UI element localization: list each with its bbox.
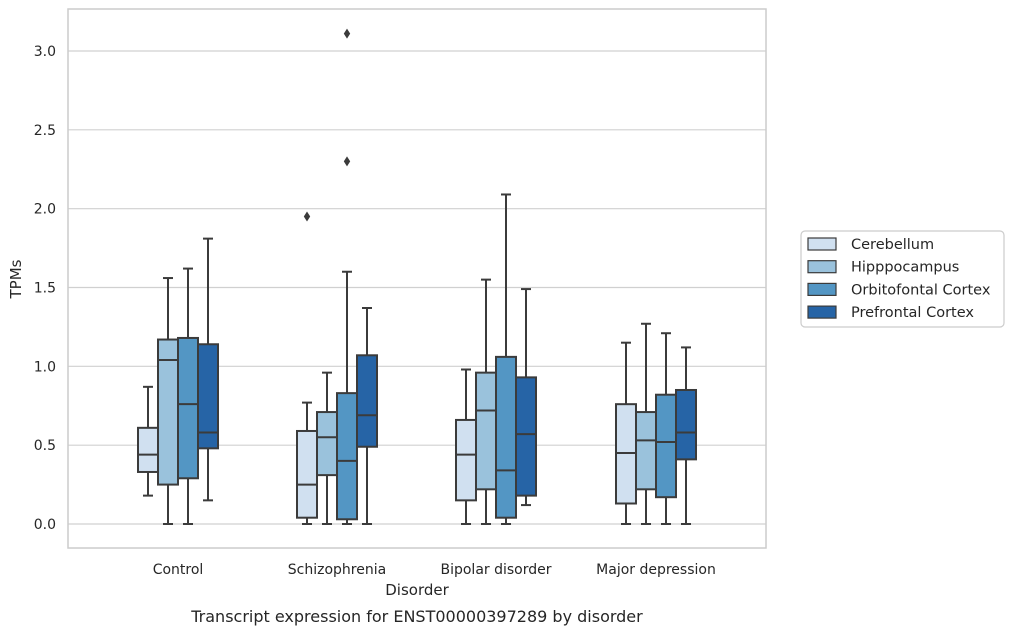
box-iqr	[336, 392, 358, 521]
y-tick-label: 1.0	[34, 359, 56, 375]
legend-entry-label: Orbitofontal Cortex	[851, 282, 991, 298]
box-iqr	[515, 376, 537, 497]
chart-caption: Transcript expression for ENST0000039728…	[190, 607, 643, 626]
legend-swatch	[807, 305, 837, 319]
box-0-3	[615, 341, 637, 525]
legend-entry-label: Prefrontal Cortex	[851, 305, 974, 321]
box-iqr	[655, 393, 677, 499]
legend: Cerebellum Hipppocampus Orbitofontal Corte…	[800, 230, 1005, 328]
box-0-1	[296, 211, 318, 525]
x-tick-label: Major depression	[596, 562, 716, 578]
box-iqr	[316, 411, 338, 477]
box-2-1	[336, 28, 358, 525]
box-iqr	[137, 426, 159, 473]
x-tick-label: Bipolar disorder	[440, 562, 551, 578]
box-2-0	[177, 267, 199, 525]
box-iqr	[495, 355, 517, 519]
y-tick-label: 2.5	[34, 123, 56, 139]
box-3-2	[515, 288, 537, 507]
box-iqr	[356, 354, 378, 448]
y-tick-label: 2.0	[34, 202, 56, 218]
box-1-3	[635, 322, 657, 525]
box-3-0	[197, 237, 219, 502]
legend-swatch	[807, 282, 837, 296]
y-tick-label: 1.5	[34, 281, 56, 297]
x-tick-labels: Control Schizophrenia Bipolar disorder Majo…	[153, 562, 716, 578]
outlier-marker	[303, 211, 311, 222]
box-iqr	[455, 418, 477, 502]
box-iqr	[177, 336, 199, 480]
outlier-marker	[343, 28, 351, 39]
legend-swatch	[807, 237, 837, 251]
box-1-0	[157, 277, 179, 525]
box-1-1	[316, 371, 338, 525]
legend-swatch	[807, 260, 837, 274]
box-3-3	[675, 346, 697, 525]
x-tick-label: Control	[153, 562, 204, 578]
box-0-2	[455, 368, 477, 525]
box-iqr	[157, 338, 179, 486]
box-2-2	[495, 193, 517, 525]
box-iqr	[635, 411, 657, 491]
box-iqr	[475, 371, 497, 491]
box-3-1	[356, 306, 378, 525]
x-axis-label: Disorder	[385, 581, 449, 599]
box-layer	[137, 28, 697, 525]
y-axis-label: TPMs	[7, 259, 25, 299]
x-tick-label: Schizophrenia	[288, 562, 386, 578]
y-tick-labels: 0.0 0.5 1.0 1.5 2.0 2.5 3.0	[34, 44, 56, 533]
y-tick-label: 3.0	[34, 44, 56, 60]
box-1-2	[475, 278, 497, 525]
outlier-marker	[343, 156, 351, 167]
legend-entry-label: Cerebellum	[851, 237, 934, 253]
legend-frame	[800, 230, 1005, 328]
y-tick-label: 0.0	[34, 517, 56, 533]
box-iqr	[197, 343, 219, 450]
legend-entry-label: Hipppocampus	[851, 260, 959, 276]
plot-frame	[67, 8, 767, 549]
box-iqr	[675, 388, 697, 461]
box-iqr	[296, 429, 318, 519]
box-2-3	[655, 332, 677, 525]
box-0-0	[137, 385, 159, 497]
y-tick-label: 0.5	[34, 438, 56, 454]
